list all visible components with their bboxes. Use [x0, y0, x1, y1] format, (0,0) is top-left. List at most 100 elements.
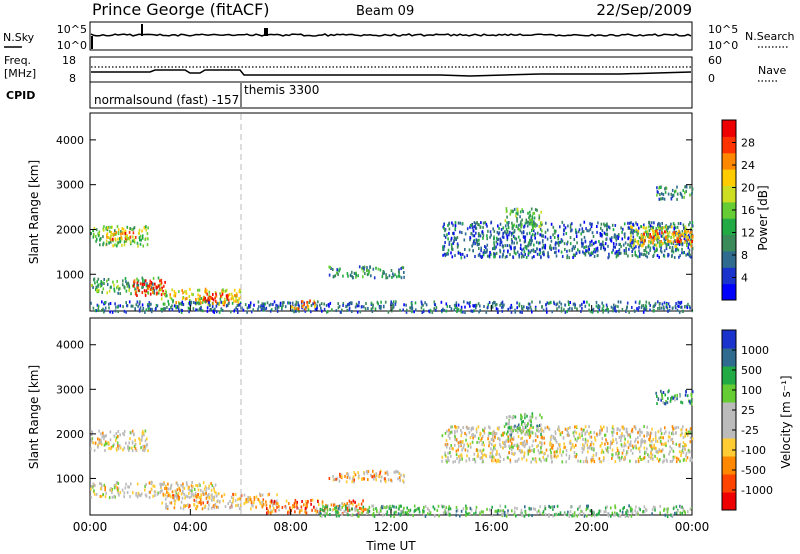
data-cell	[208, 486, 210, 490]
data-cell	[237, 497, 239, 501]
data-cell	[291, 506, 294, 510]
data-cell	[471, 433, 473, 437]
data-cell	[463, 238, 466, 242]
data-cell	[105, 442, 108, 446]
data-cell	[510, 426, 513, 430]
data-cell	[629, 443, 632, 447]
data-cell	[200, 501, 202, 505]
data-cell	[185, 292, 188, 295]
data-cell	[690, 227, 693, 231]
data-cell	[655, 446, 657, 450]
data-cell	[540, 221, 543, 225]
data-cell	[678, 301, 681, 305]
data-cell	[223, 493, 226, 497]
data-cell	[640, 225, 643, 228]
data-cell	[528, 302, 531, 306]
data-cell	[525, 256, 528, 259]
data-cell	[509, 212, 512, 216]
data-cell	[571, 248, 573, 252]
data-cell	[591, 239, 593, 243]
data-cell	[614, 306, 616, 310]
data-cell	[125, 310, 127, 314]
data-cell	[164, 307, 166, 311]
data-cell	[661, 302, 664, 306]
data-cell	[599, 242, 602, 246]
data-cell	[638, 306, 640, 309]
data-cell	[582, 438, 584, 441]
data-cell	[488, 301, 491, 304]
data-cell	[522, 231, 525, 235]
data-cell	[444, 510, 447, 514]
data-cell	[600, 460, 603, 464]
data-cell	[455, 425, 458, 429]
data-cell	[186, 495, 189, 499]
data-cell	[165, 290, 167, 294]
data-cell	[673, 233, 676, 237]
data-cell	[296, 506, 298, 510]
data-cell	[658, 436, 660, 440]
data-cell	[128, 230, 131, 234]
data-cell	[293, 309, 295, 313]
data-cell	[523, 255, 525, 259]
data-cell	[574, 425, 576, 429]
data-cell	[217, 302, 219, 306]
data-cell	[539, 248, 541, 252]
data-cell	[174, 502, 176, 506]
data-cell	[145, 494, 148, 498]
data-cell	[442, 511, 445, 515]
data-cell	[507, 223, 509, 227]
data-cell	[379, 475, 381, 479]
data-cell	[640, 441, 642, 445]
data-cell	[523, 455, 525, 459]
data-cell	[689, 431, 692, 435]
data-cell	[635, 221, 637, 225]
data-cell	[198, 301, 200, 305]
data-cell	[456, 310, 458, 313]
data-cell	[134, 236, 137, 239]
data-cell	[156, 492, 159, 496]
data-cell	[613, 235, 616, 239]
data-cell	[338, 479, 341, 483]
data-cell	[650, 241, 652, 245]
data-cell	[188, 310, 190, 314]
data-cell	[680, 305, 682, 309]
data-cell	[637, 308, 640, 312]
data-cell	[615, 242, 618, 246]
data-cell	[541, 428, 543, 432]
data-cell	[612, 309, 614, 313]
data-cell	[526, 439, 528, 443]
data-cell	[411, 304, 413, 307]
data-cell	[685, 390, 687, 394]
data-cell	[510, 310, 513, 314]
data-cell	[540, 459, 542, 463]
data-cell	[590, 447, 593, 451]
data-cell	[584, 239, 587, 243]
data-cell	[475, 226, 478, 230]
data-cell	[134, 307, 136, 311]
data-cell	[160, 288, 162, 292]
data-cell	[568, 256, 570, 260]
data-cell	[472, 229, 475, 233]
data-cell	[627, 243, 629, 247]
data-cell	[627, 440, 629, 444]
data-cell	[284, 305, 287, 309]
data-cell	[279, 301, 282, 305]
data-cell	[663, 197, 666, 201]
data-cell	[346, 502, 348, 505]
cpid-label: CPID	[6, 89, 35, 102]
data-cell	[101, 290, 103, 294]
data-cell	[230, 310, 232, 314]
colorbar-tick-label: -25	[741, 424, 759, 437]
data-cell	[456, 236, 459, 240]
data-cell	[161, 489, 163, 493]
data-cell	[465, 513, 467, 517]
data-cell	[128, 288, 130, 292]
data-cell	[680, 233, 682, 237]
data-cell	[504, 513, 506, 517]
data-cell	[656, 186, 658, 190]
data-cell	[372, 513, 374, 517]
data-cell	[617, 236, 619, 240]
data-cell	[671, 513, 674, 517]
data-cell	[340, 508, 342, 512]
data-cell	[190, 301, 192, 305]
